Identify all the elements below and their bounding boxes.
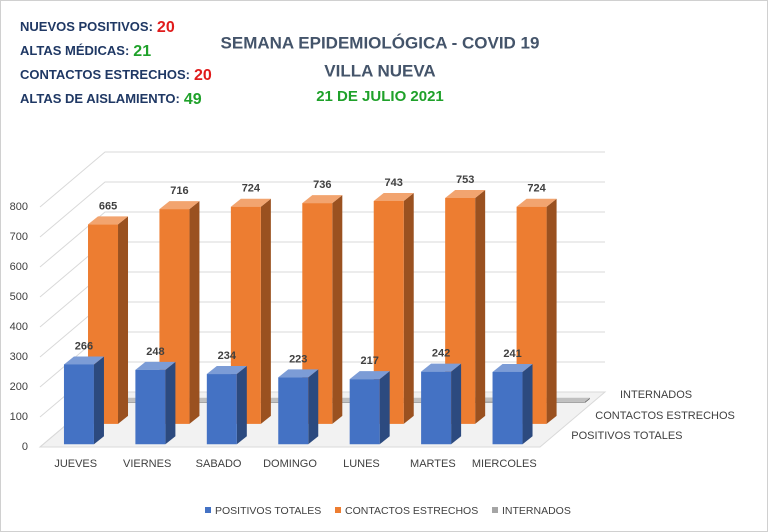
bar-top (421, 363, 462, 372)
grid-line (39, 211, 605, 268)
y-tick-label: 200 (10, 381, 28, 393)
x-tick-label: JUEVES (54, 458, 97, 470)
bar-side (403, 193, 414, 424)
legend-label: CONTACTOS ESTRECHOS (345, 505, 478, 517)
depth-label: INTERNADOS (620, 389, 692, 401)
x-tick-label: MARTES (410, 458, 456, 470)
y-tick-label: 700 (10, 231, 28, 243)
value-label: 242 (432, 348, 450, 360)
y-tick-label: 800 (10, 201, 28, 213)
legend-swatch (335, 507, 341, 513)
bar-side (189, 201, 200, 424)
bar (492, 371, 523, 445)
y-tick-label: 0 (22, 441, 28, 453)
value-label: 248 (146, 346, 164, 358)
value-label: 724 (527, 183, 546, 195)
bar (63, 364, 94, 445)
x-tick-label: DOMINGO (263, 458, 317, 470)
value-label: 743 (385, 177, 403, 189)
bar-side (308, 369, 319, 445)
value-label: 716 (170, 185, 188, 197)
bar-top (516, 198, 557, 207)
value-label: 223 (289, 353, 307, 365)
bar-top (88, 216, 129, 225)
annotation: ALTAS MÉDICAS: 21 (20, 43, 151, 60)
legend-swatch (492, 507, 498, 513)
value-label: 241 (503, 348, 521, 360)
bar-side (93, 356, 104, 445)
x-tick-label: LUNES (343, 458, 380, 470)
x-tick-label: VIERNES (123, 458, 171, 470)
bar-side (118, 216, 129, 424)
value-label: 736 (313, 179, 331, 191)
bar (135, 369, 166, 445)
chart-title: SEMANA EPIDEMIOLÓGICA - COVID 19 (221, 33, 540, 52)
annotation-value: 20 (157, 19, 175, 36)
x-tick-label: SABADO (196, 458, 242, 470)
bar-side (236, 366, 247, 445)
bar (278, 377, 309, 445)
value-label: 724 (242, 183, 261, 195)
legend-swatch (205, 507, 211, 513)
value-label: 753 (456, 174, 474, 186)
annotation-label: CONTACTOS ESTRECHOS: (20, 67, 190, 82)
bar-side (475, 190, 486, 424)
annotation-label: NUEVOS POSITIVOS: (20, 19, 153, 34)
bar (349, 379, 380, 445)
annotation-value: 20 (194, 67, 212, 84)
bar-top (206, 366, 247, 375)
annotation-value: 21 (133, 43, 151, 60)
y-tick-label: 400 (10, 321, 28, 333)
x-tick-label: MIERCOLES (472, 458, 537, 470)
bar-side (379, 371, 390, 445)
bar-top (349, 371, 390, 380)
y-tick-label: 100 (10, 411, 28, 423)
value-label: 665 (99, 200, 117, 212)
annotation-label: ALTAS DE AISLAMIENTO: (20, 91, 180, 106)
y-tick-label: 500 (10, 291, 28, 303)
annotation-label: ALTAS MÉDICAS: (20, 43, 129, 58)
bar-top (63, 356, 104, 365)
bar-top (492, 363, 533, 372)
chart-date: 21 DE JULIO 2021 (316, 88, 444, 105)
bar (421, 371, 452, 445)
legend-label: INTERNADOS (502, 505, 571, 517)
depth-label: CONTACTOS ESTRECHOS (595, 410, 735, 422)
bar-top (159, 201, 200, 210)
bar-top (445, 190, 486, 198)
grid-line (39, 151, 605, 208)
bar-side (165, 361, 176, 445)
annotation: CONTACTOS ESTRECHOS: 20 (20, 67, 212, 84)
annotation-value: 49 (184, 91, 202, 108)
bar-side (260, 198, 271, 424)
value-label: 266 (75, 340, 93, 352)
y-tick-label: 300 (10, 351, 28, 363)
value-label: 217 (360, 355, 378, 367)
bar-top (230, 198, 271, 207)
annotation: NUEVOS POSITIVOS: 20 (20, 19, 175, 36)
depth-label: POSITIVOS TOTALES (571, 430, 682, 442)
bar-side (522, 363, 533, 445)
value-label: 234 (218, 350, 237, 362)
legend-label: POSITIVOS TOTALES (215, 505, 321, 517)
bar-top (135, 361, 176, 370)
grid-line (39, 181, 605, 238)
bar (206, 374, 237, 445)
bar-top (278, 369, 319, 378)
y-tick-label: 600 (10, 261, 28, 273)
bar-top (373, 193, 414, 201)
bar-side (451, 363, 462, 445)
annotation: ALTAS DE AISLAMIENTO: 49 (20, 91, 202, 108)
chart-subtitle: VILLA NUEVA (324, 61, 435, 80)
bar-side (332, 195, 343, 424)
bar-side (546, 198, 557, 424)
bar-side (584, 397, 590, 403)
bar-top (302, 195, 343, 204)
